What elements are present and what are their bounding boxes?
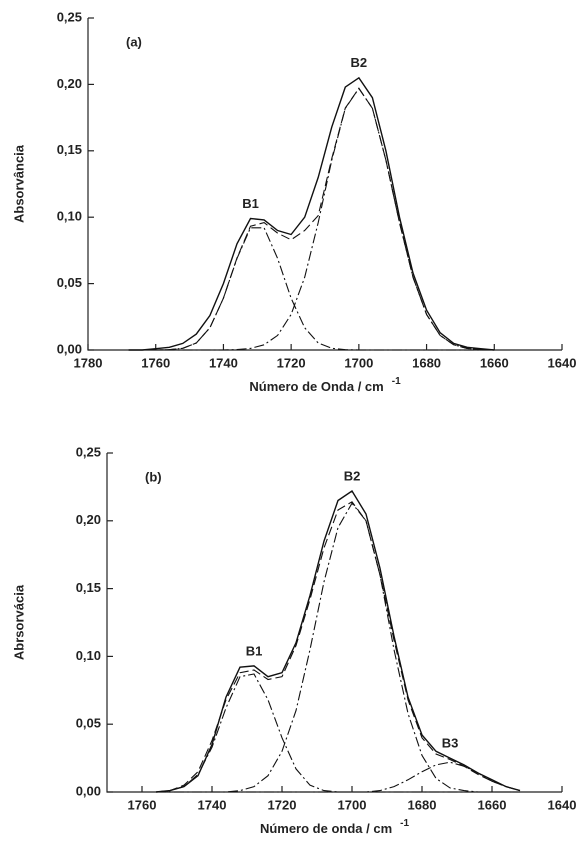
y-tick-label: 0,10: [57, 209, 82, 224]
x-tick-label: 1720: [268, 797, 297, 812]
x-axis-label-text: Número de onda / cm: [260, 821, 392, 836]
y-axis-label: Absorvância: [11, 144, 26, 223]
y-tick-label: 0,10: [76, 648, 101, 663]
curve: [128, 87, 495, 351]
x-tick-label: 1660: [480, 355, 509, 370]
curve: [155, 501, 521, 793]
x-tick-label: 1660: [478, 797, 507, 812]
y-tick-label: 0,00: [57, 341, 82, 356]
x-tick-label: 1760: [141, 355, 170, 370]
x-tick-label: 1780: [74, 355, 103, 370]
y-axis-label: Abrsorvácia: [11, 584, 26, 660]
x-tick-label: 1760: [128, 797, 157, 812]
y-tick-label: 0,25: [76, 444, 101, 459]
x-axis-label-sup: -1: [400, 818, 409, 829]
curve: [155, 490, 521, 793]
panel-label: (a): [126, 34, 142, 49]
x-axis-label-sup: -1: [392, 376, 401, 387]
peak-label: B1: [242, 196, 259, 211]
y-tick-label: 0,15: [76, 580, 101, 595]
x-tick-label: 1680: [408, 797, 437, 812]
y-tick-label: 0,20: [76, 512, 101, 527]
x-axis-label: Número de onda / cm -1: [260, 818, 410, 837]
curve: [155, 673, 520, 793]
x-tick-label: 1640: [548, 797, 577, 812]
x-tick-label: 1700: [344, 355, 373, 370]
panel-label: (b): [145, 469, 162, 484]
peak-label: B1: [246, 643, 263, 658]
x-tick-label: 1680: [412, 355, 441, 370]
y-tick-label: 0,15: [57, 142, 82, 157]
y-tick-label: 0,25: [57, 9, 82, 24]
x-tick-label: 1740: [198, 797, 227, 812]
peak-label: B2: [344, 468, 361, 483]
x-axis-label: Número de Onda / cm -1: [249, 376, 401, 395]
peak-label: B2: [351, 55, 368, 70]
axes: [106, 453, 562, 793]
y-tick-label: 0,20: [57, 76, 82, 91]
x-tick-label: 1700: [338, 797, 367, 812]
x-axis-label-text: Número de Onda / cm: [249, 379, 383, 394]
y-tick-label: 0,00: [76, 783, 101, 798]
curve: [128, 87, 495, 351]
x-tick-label: 1740: [209, 355, 238, 370]
axes: [87, 18, 562, 351]
x-tick-label: 1640: [548, 355, 577, 370]
curve: [156, 761, 521, 793]
peak-label: B3: [442, 736, 459, 751]
y-tick-label: 0,05: [57, 275, 82, 290]
x-tick-label: 1720: [277, 355, 306, 370]
curve: [128, 227, 495, 351]
curve: [128, 76, 495, 351]
y-tick-label: 0,05: [76, 716, 101, 731]
